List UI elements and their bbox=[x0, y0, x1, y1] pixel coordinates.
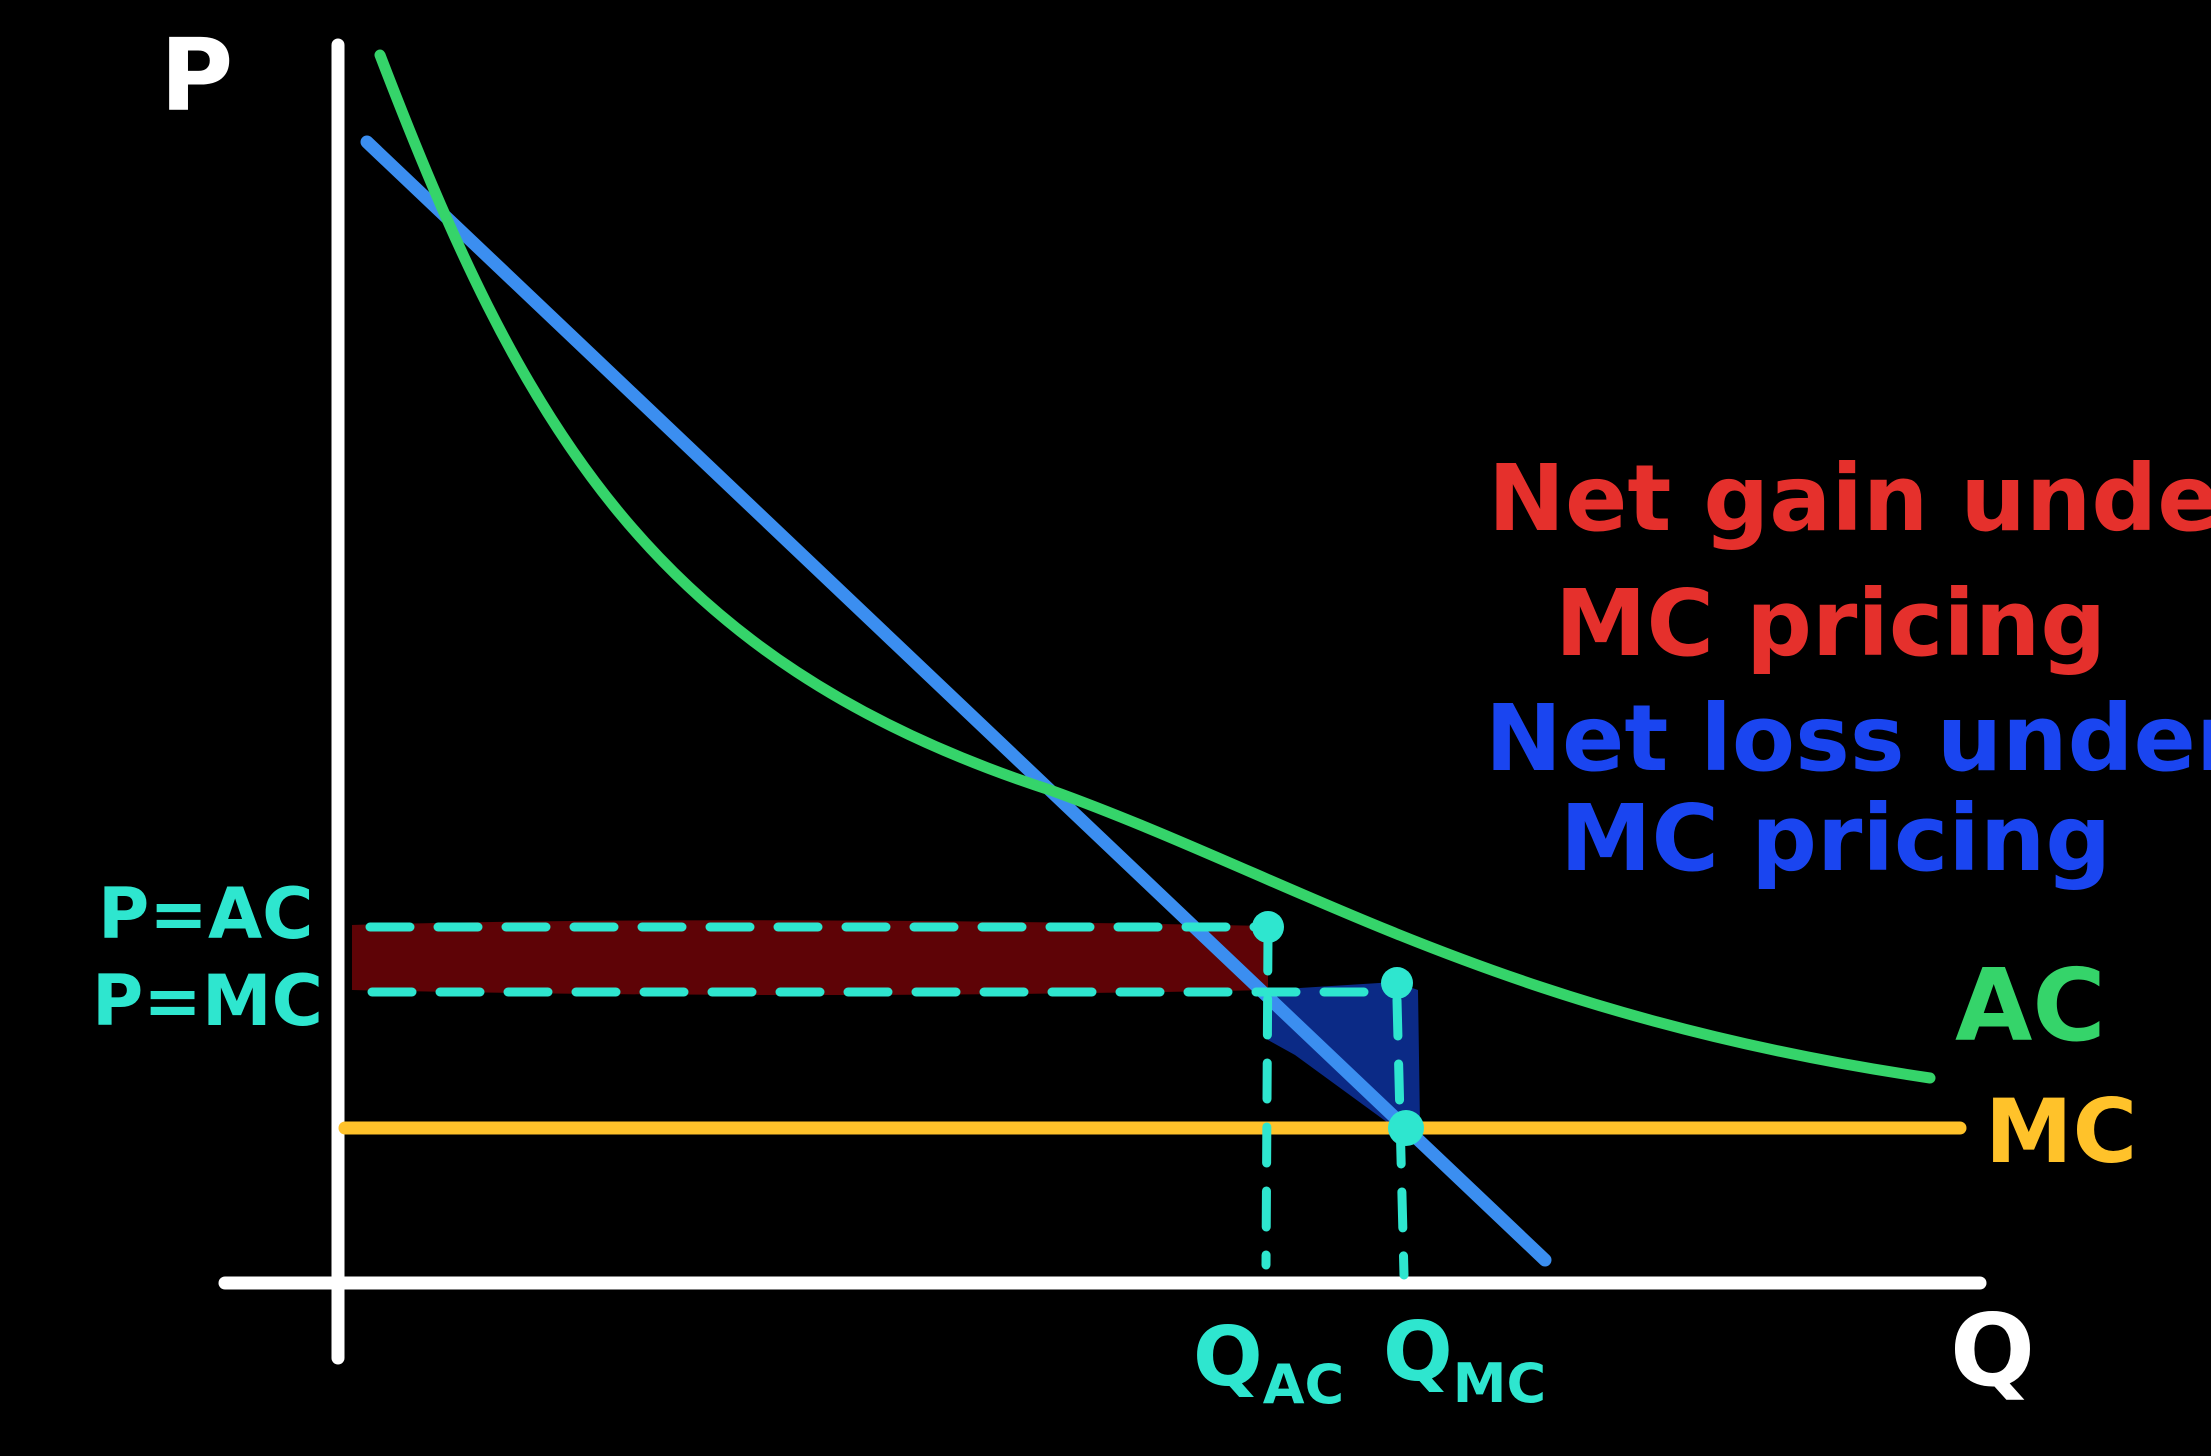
loss-legend-line1: Net loss under bbox=[1485, 685, 2211, 792]
net-gain-area bbox=[352, 920, 1268, 995]
y-axis-label: P bbox=[160, 17, 233, 134]
mc-curve-label: MC bbox=[1985, 1080, 2137, 1183]
q-mc-label: QMC bbox=[1383, 1305, 1546, 1415]
ac-pricing-point bbox=[1252, 911, 1284, 943]
mc-ac-point bbox=[1381, 967, 1413, 999]
q-ac-guide bbox=[1261, 930, 1273, 1270]
q-ac-sub: AC bbox=[1263, 1353, 1344, 1416]
ac-curve-label: AC bbox=[1955, 947, 2106, 1064]
q-ac-main: Q bbox=[1193, 1310, 1263, 1405]
net-loss-area bbox=[1268, 982, 1420, 1128]
p-ac-label: P=AC bbox=[98, 873, 314, 955]
mc-pricing-point bbox=[1388, 1110, 1424, 1146]
demand-curve bbox=[360, 135, 1552, 1267]
x-axis-label: Q bbox=[1950, 1292, 2035, 1409]
p-mc-label: P=MC bbox=[92, 960, 323, 1042]
ac-curve bbox=[374, 49, 1936, 1084]
gain-legend-line2: MC pricing bbox=[1555, 570, 2106, 677]
q-mc-main: Q bbox=[1383, 1305, 1453, 1400]
q-mc-sub: MC bbox=[1453, 1352, 1546, 1415]
loss-legend-line2: MC pricing bbox=[1560, 785, 2111, 892]
gain-legend-line1: Net gain under bbox=[1488, 445, 2211, 552]
q-ac-label: QAC bbox=[1193, 1310, 1344, 1416]
